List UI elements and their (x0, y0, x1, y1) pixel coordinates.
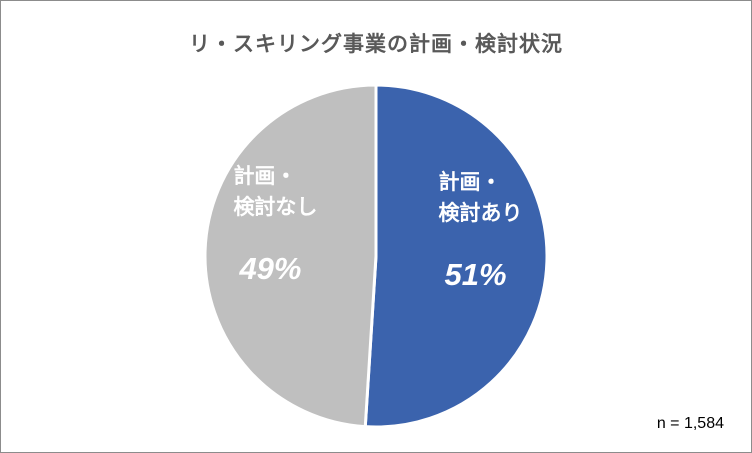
sample-size-note: n = 1,584 (656, 415, 724, 432)
pie-slice-label-0: 計画・検討あり (439, 170, 523, 225)
pie-slice-label-line: 検討なし (233, 195, 317, 219)
pie-slice-1 (203, 83, 378, 429)
pie-slice-value-0: 51% (445, 257, 507, 292)
pie-slice-0 (363, 83, 549, 429)
chart-title: リ・スキリング事業の計画・検討状況 (189, 32, 563, 56)
pie-slice-value-1: 49% (238, 251, 301, 286)
pie-slice-label-line: 計画・ (233, 164, 296, 188)
pie-slice-label-line: 検討あり (439, 201, 523, 225)
pie-slice-label-line: 計画・ (439, 170, 502, 194)
pie-slice-label-1: 計画・検討なし (233, 164, 317, 219)
